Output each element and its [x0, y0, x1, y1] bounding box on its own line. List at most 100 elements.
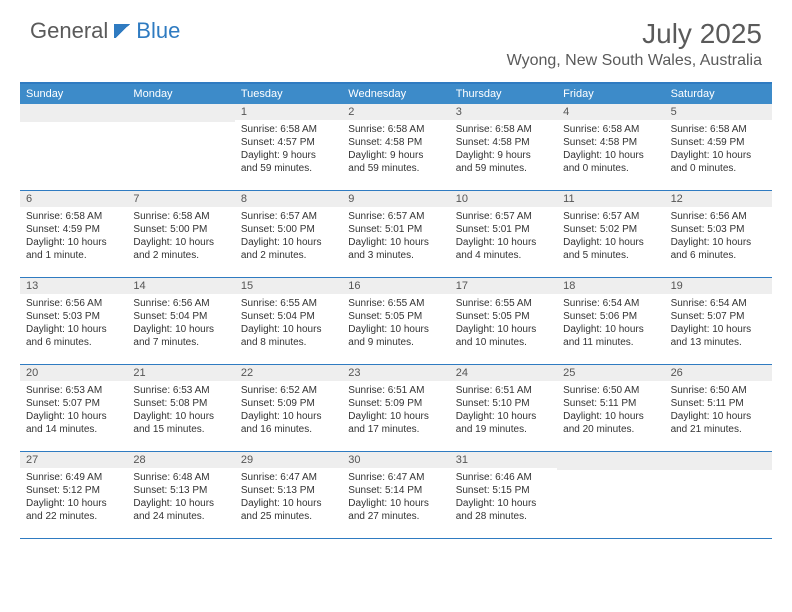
day-body: Sunrise: 6:52 AMSunset: 5:09 PMDaylight:…: [235, 381, 342, 442]
sunrise-line: Sunrise: 6:53 AM: [26, 384, 121, 397]
daylight-line-1: Daylight: 10 hours: [456, 236, 551, 249]
daylight-line-1: Daylight: 10 hours: [241, 323, 336, 336]
day-cell: 6Sunrise: 6:58 AMSunset: 4:59 PMDaylight…: [20, 191, 127, 277]
sunrise-line: Sunrise: 6:56 AM: [671, 210, 766, 223]
daylight-line-1: Daylight: 10 hours: [133, 410, 228, 423]
daylight-line-1: Daylight: 10 hours: [26, 497, 121, 510]
day-number: 26: [665, 365, 772, 381]
daylight-line-2: and 11 minutes.: [563, 336, 658, 349]
day-number: 14: [127, 278, 234, 294]
daylight-line-2: and 13 minutes.: [671, 336, 766, 349]
sunrise-line: Sunrise: 6:47 AM: [348, 471, 443, 484]
day-cell: 20Sunrise: 6:53 AMSunset: 5:07 PMDayligh…: [20, 365, 127, 451]
location: Wyong, New South Wales, Australia: [507, 52, 762, 70]
day-number: 12: [665, 191, 772, 207]
sunset-line: Sunset: 4:58 PM: [456, 136, 551, 149]
day-body: Sunrise: 6:58 AMSunset: 4:58 PMDaylight:…: [450, 120, 557, 181]
day-body: Sunrise: 6:58 AMSunset: 4:59 PMDaylight:…: [665, 120, 772, 181]
daylight-line-1: Daylight: 10 hours: [348, 410, 443, 423]
daylight-line-2: and 14 minutes.: [26, 423, 121, 436]
daylight-line-2: and 22 minutes.: [26, 510, 121, 523]
sunset-line: Sunset: 5:07 PM: [671, 310, 766, 323]
sunset-line: Sunset: 5:11 PM: [563, 397, 658, 410]
empty-day: [557, 452, 664, 538]
sunrise-line: Sunrise: 6:52 AM: [241, 384, 336, 397]
sunset-line: Sunset: 4:59 PM: [671, 136, 766, 149]
day-number: 22: [235, 365, 342, 381]
sunset-line: Sunset: 5:09 PM: [348, 397, 443, 410]
day-body: Sunrise: 6:55 AMSunset: 5:05 PMDaylight:…: [342, 294, 449, 355]
sunrise-line: Sunrise: 6:55 AM: [348, 297, 443, 310]
day-cell: 17Sunrise: 6:55 AMSunset: 5:05 PMDayligh…: [450, 278, 557, 364]
empty-day: [665, 452, 772, 538]
empty-day: [20, 104, 127, 190]
daylight-line-2: and 5 minutes.: [563, 249, 658, 262]
sunset-line: Sunset: 5:03 PM: [26, 310, 121, 323]
day-number: 27: [20, 452, 127, 468]
day-body: Sunrise: 6:56 AMSunset: 5:04 PMDaylight:…: [127, 294, 234, 355]
day-body: Sunrise: 6:46 AMSunset: 5:15 PMDaylight:…: [450, 468, 557, 529]
day-cell: 19Sunrise: 6:54 AMSunset: 5:07 PMDayligh…: [665, 278, 772, 364]
sunset-line: Sunset: 5:15 PM: [456, 484, 551, 497]
sunset-line: Sunset: 5:04 PM: [241, 310, 336, 323]
day-number: 17: [450, 278, 557, 294]
day-cell: 16Sunrise: 6:55 AMSunset: 5:05 PMDayligh…: [342, 278, 449, 364]
sunset-line: Sunset: 5:13 PM: [133, 484, 228, 497]
sunrise-line: Sunrise: 6:55 AM: [241, 297, 336, 310]
daylight-line-1: Daylight: 10 hours: [26, 236, 121, 249]
day-number: 3: [450, 104, 557, 120]
sunrise-line: Sunrise: 6:50 AM: [671, 384, 766, 397]
daylight-line-1: Daylight: 10 hours: [26, 323, 121, 336]
title-block: July 2025 Wyong, New South Wales, Austra…: [507, 18, 762, 70]
day-body: Sunrise: 6:53 AMSunset: 5:08 PMDaylight:…: [127, 381, 234, 442]
day-number: 18: [557, 278, 664, 294]
weekday-header: Friday: [557, 84, 664, 104]
daylight-line-1: Daylight: 10 hours: [133, 236, 228, 249]
day-number: 11: [557, 191, 664, 207]
sunrise-line: Sunrise: 6:56 AM: [26, 297, 121, 310]
daylight-line-1: Daylight: 10 hours: [348, 497, 443, 510]
weekday-header-row: SundayMondayTuesdayWednesdayThursdayFrid…: [20, 84, 772, 104]
sunset-line: Sunset: 5:10 PM: [456, 397, 551, 410]
day-cell: 5Sunrise: 6:58 AMSunset: 4:59 PMDaylight…: [665, 104, 772, 190]
logo-text-1: General: [30, 18, 108, 44]
daylight-line-1: Daylight: 10 hours: [563, 236, 658, 249]
day-number: 16: [342, 278, 449, 294]
daylight-line-2: and 10 minutes.: [456, 336, 551, 349]
day-body: Sunrise: 6:47 AMSunset: 5:14 PMDaylight:…: [342, 468, 449, 529]
day-body: Sunrise: 6:55 AMSunset: 5:04 PMDaylight:…: [235, 294, 342, 355]
day-body: Sunrise: 6:58 AMSunset: 4:58 PMDaylight:…: [557, 120, 664, 181]
sunrise-line: Sunrise: 6:46 AM: [456, 471, 551, 484]
sunrise-line: Sunrise: 6:58 AM: [456, 123, 551, 136]
sunrise-line: Sunrise: 6:51 AM: [456, 384, 551, 397]
day-body: Sunrise: 6:50 AMSunset: 5:11 PMDaylight:…: [557, 381, 664, 442]
day-cell: 28Sunrise: 6:48 AMSunset: 5:13 PMDayligh…: [127, 452, 234, 538]
daylight-line-1: Daylight: 10 hours: [348, 323, 443, 336]
daylight-line-2: and 3 minutes.: [348, 249, 443, 262]
sunrise-line: Sunrise: 6:58 AM: [671, 123, 766, 136]
day-cell: 8Sunrise: 6:57 AMSunset: 5:00 PMDaylight…: [235, 191, 342, 277]
day-number: 13: [20, 278, 127, 294]
daylight-line-1: Daylight: 10 hours: [241, 236, 336, 249]
daylight-line-1: Daylight: 10 hours: [348, 236, 443, 249]
day-number: 21: [127, 365, 234, 381]
daylight-line-2: and 0 minutes.: [563, 162, 658, 175]
day-cell: 31Sunrise: 6:46 AMSunset: 5:15 PMDayligh…: [450, 452, 557, 538]
day-cell: 27Sunrise: 6:49 AMSunset: 5:12 PMDayligh…: [20, 452, 127, 538]
daylight-line-2: and 6 minutes.: [671, 249, 766, 262]
logo: General Blue: [30, 18, 180, 44]
sunset-line: Sunset: 5:07 PM: [26, 397, 121, 410]
sunrise-line: Sunrise: 6:48 AM: [133, 471, 228, 484]
day-number: 7: [127, 191, 234, 207]
sunset-line: Sunset: 4:58 PM: [348, 136, 443, 149]
sunrise-line: Sunrise: 6:58 AM: [348, 123, 443, 136]
sunset-line: Sunset: 4:58 PM: [563, 136, 658, 149]
sunset-line: Sunset: 5:05 PM: [456, 310, 551, 323]
calendar: SundayMondayTuesdayWednesdayThursdayFrid…: [20, 82, 772, 539]
logo-text-2: Blue: [136, 18, 180, 44]
day-number: 5: [665, 104, 772, 120]
daylight-line-1: Daylight: 10 hours: [671, 323, 766, 336]
sunrise-line: Sunrise: 6:57 AM: [456, 210, 551, 223]
daylight-line-1: Daylight: 10 hours: [241, 497, 336, 510]
daylight-line-2: and 20 minutes.: [563, 423, 658, 436]
